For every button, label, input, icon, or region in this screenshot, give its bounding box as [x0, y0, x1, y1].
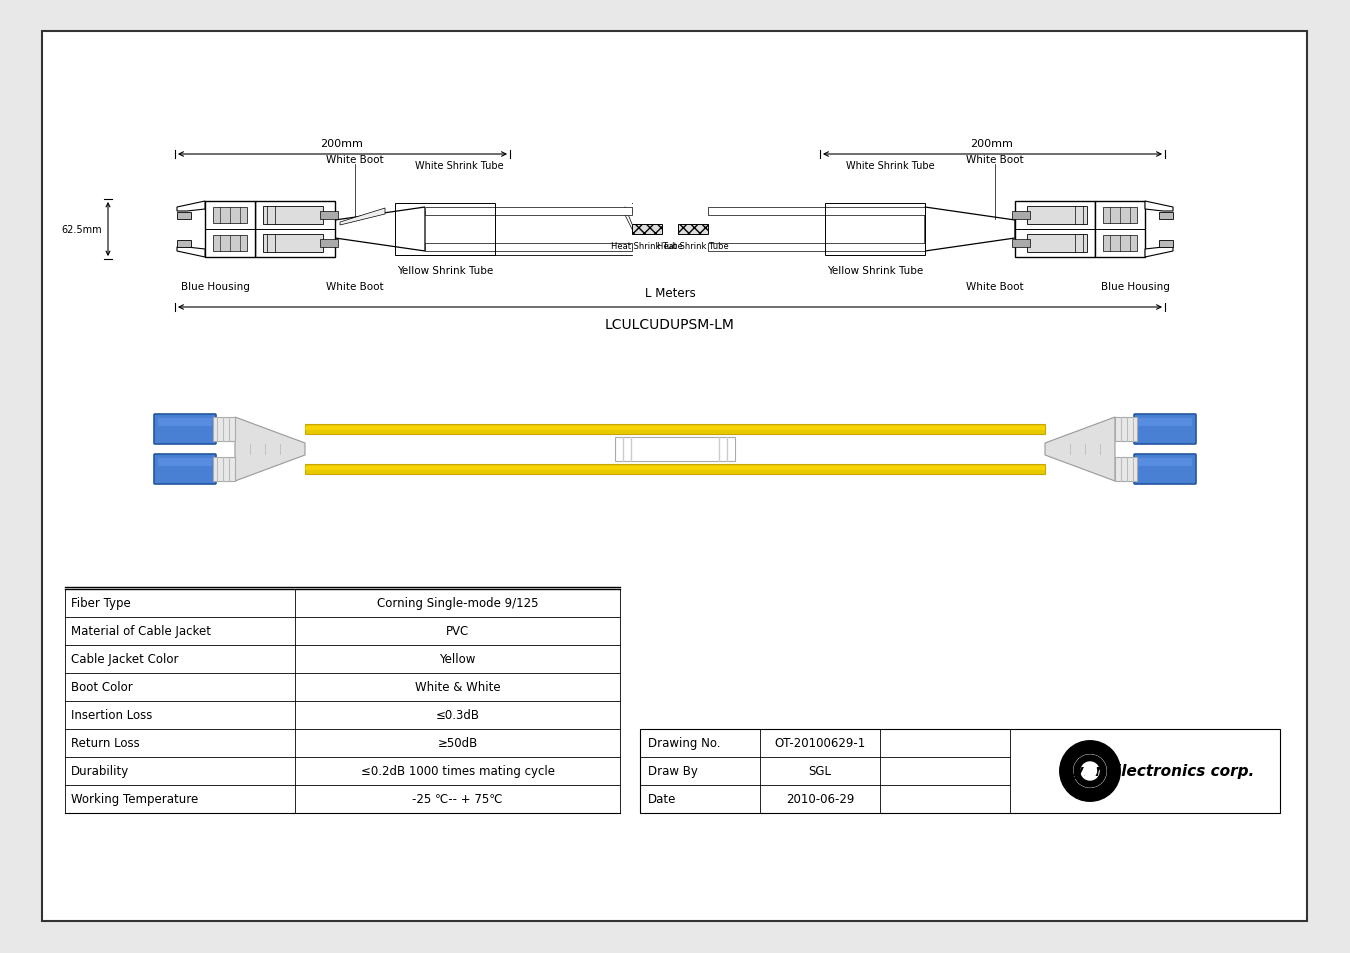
Text: Blue Housing: Blue Housing	[1100, 282, 1169, 292]
Polygon shape	[335, 208, 425, 252]
Polygon shape	[1145, 202, 1173, 212]
Text: 200mm: 200mm	[971, 139, 1014, 149]
Bar	[1138, 418, 1192, 427]
Bar	[1160, 213, 1173, 219]
Bar	[1115, 417, 1137, 441]
Bar	[320, 240, 338, 248]
Text: ≤0.2dB 1000 times mating cycle: ≤0.2dB 1000 times mating cycle	[360, 764, 555, 778]
Polygon shape	[1045, 417, 1115, 481]
Text: LCULCUDUPSM-LM: LCULCUDUPSM-LM	[605, 317, 734, 332]
Polygon shape	[177, 248, 205, 257]
Text: Return Loss: Return Loss	[72, 737, 140, 750]
Text: Cable Jacket Color: Cable Jacket Color	[72, 653, 178, 666]
Text: Insertion Loss: Insertion Loss	[72, 709, 153, 721]
Text: ≥50dB: ≥50dB	[437, 737, 478, 750]
Text: White Shrink Tube: White Shrink Tube	[414, 161, 504, 171]
Polygon shape	[1145, 248, 1173, 257]
Text: Yellow Shrink Tube: Yellow Shrink Tube	[397, 266, 493, 275]
Text: Fiber Type: Fiber Type	[72, 597, 131, 610]
Text: Boot Color: Boot Color	[72, 680, 132, 694]
FancyBboxPatch shape	[154, 455, 216, 484]
Text: Lynn Electronics corp.: Lynn Electronics corp.	[1066, 763, 1254, 779]
Bar	[1103, 208, 1137, 224]
Bar	[1115, 457, 1137, 481]
Bar	[1027, 234, 1087, 253]
Bar	[263, 234, 323, 253]
Bar	[213, 417, 235, 441]
Text: 2010-06-29: 2010-06-29	[786, 793, 855, 805]
Bar	[1012, 212, 1030, 220]
Text: White Boot: White Boot	[327, 154, 383, 165]
Bar	[177, 213, 190, 219]
Text: PVC: PVC	[446, 625, 470, 638]
Text: SGL: SGL	[809, 764, 832, 778]
Bar	[1103, 235, 1137, 252]
Bar	[305, 464, 1045, 475]
Text: 62.5mm: 62.5mm	[61, 225, 103, 234]
Bar	[1015, 202, 1095, 257]
Bar	[213, 208, 247, 224]
Bar	[158, 458, 212, 467]
Text: White & White: White & White	[414, 680, 501, 694]
Bar	[213, 457, 235, 481]
Bar	[678, 225, 707, 234]
FancyBboxPatch shape	[1134, 415, 1196, 444]
Text: Date: Date	[648, 793, 676, 805]
Bar	[305, 467, 1045, 471]
Polygon shape	[925, 208, 1015, 252]
Bar	[1027, 207, 1087, 225]
Bar	[1160, 240, 1173, 247]
Bar	[825, 204, 925, 255]
Bar	[707, 244, 925, 252]
Bar	[707, 208, 925, 215]
Text: Heat Shrink Tube: Heat Shrink Tube	[612, 242, 683, 251]
Text: White Shrink Tube: White Shrink Tube	[846, 161, 936, 171]
Circle shape	[1083, 764, 1098, 779]
Bar	[1138, 458, 1192, 467]
Bar	[205, 202, 255, 257]
Bar	[305, 427, 1045, 431]
Bar	[59, 375, 1291, 544]
Text: White Boot: White Boot	[967, 154, 1023, 165]
Bar	[1095, 202, 1145, 257]
Bar	[425, 244, 632, 252]
Text: -25 ℃-- + 75℃: -25 ℃-- + 75℃	[412, 793, 502, 805]
Text: Draw By: Draw By	[648, 764, 698, 778]
Bar	[396, 204, 495, 255]
FancyBboxPatch shape	[154, 415, 216, 444]
Text: White Boot: White Boot	[967, 282, 1023, 292]
Text: Yellow Shrink Tube: Yellow Shrink Tube	[826, 266, 923, 275]
Text: Material of Cable Jacket: Material of Cable Jacket	[72, 625, 211, 638]
Text: Yellow: Yellow	[439, 653, 475, 666]
Text: L Meters: L Meters	[645, 287, 695, 299]
Text: White Boot: White Boot	[327, 282, 383, 292]
Text: Heat Shrink Tube: Heat Shrink Tube	[657, 242, 729, 251]
Bar	[1012, 240, 1030, 248]
Bar	[158, 418, 212, 427]
Bar	[640, 729, 1280, 813]
Text: 200mm: 200mm	[320, 139, 363, 149]
Text: Durability: Durability	[72, 764, 130, 778]
Text: Blue Housing: Blue Housing	[181, 282, 250, 292]
Polygon shape	[235, 417, 305, 481]
Text: Drawing No.: Drawing No.	[648, 737, 721, 750]
Bar	[305, 424, 1045, 435]
FancyBboxPatch shape	[1134, 455, 1196, 484]
Bar	[213, 235, 247, 252]
Bar	[616, 437, 734, 461]
Text: ≤0.3dB: ≤0.3dB	[436, 709, 479, 721]
Bar	[255, 202, 335, 257]
Polygon shape	[177, 202, 205, 212]
Bar	[632, 225, 662, 234]
Bar	[320, 212, 338, 220]
Bar	[425, 208, 632, 215]
Polygon shape	[340, 209, 385, 226]
Bar	[425, 204, 632, 212]
Bar	[177, 240, 190, 247]
Text: Working Temperature: Working Temperature	[72, 793, 198, 805]
Text: OT-20100629-1: OT-20100629-1	[775, 737, 865, 750]
Bar	[263, 207, 323, 225]
Text: Corning Single-mode 9/125: Corning Single-mode 9/125	[377, 597, 539, 610]
